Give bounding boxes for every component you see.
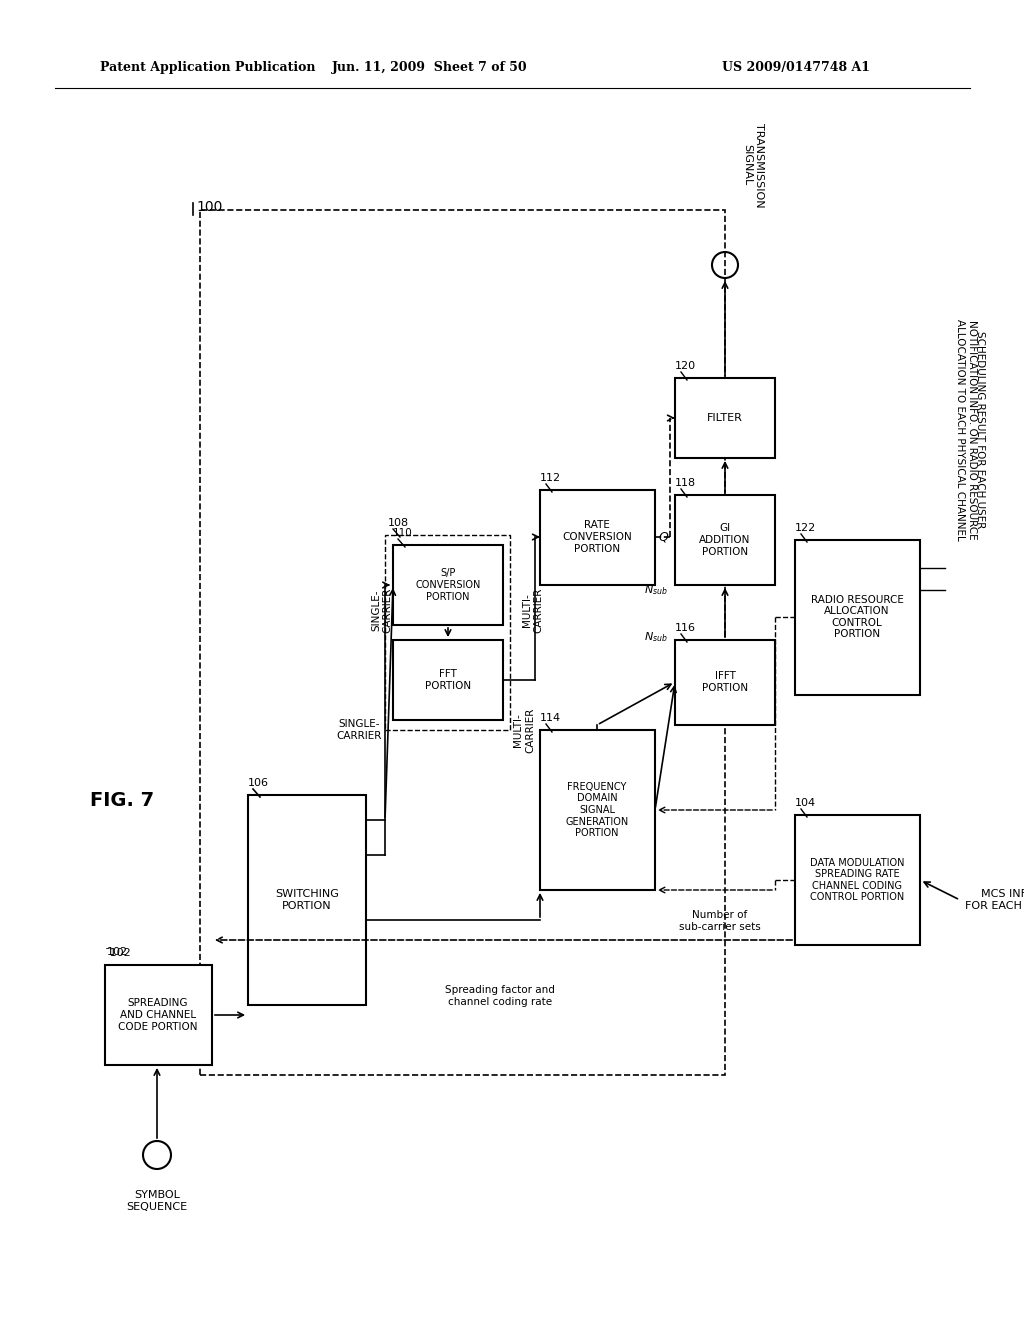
Text: 108: 108: [388, 517, 410, 528]
Bar: [105, 965, 212, 1065]
Text: Q: Q: [658, 531, 668, 544]
Text: Patent Application Publication: Patent Application Publication: [100, 62, 315, 74]
Text: MCS INFO.
FOR EACH USER: MCS INFO. FOR EACH USER: [965, 890, 1024, 911]
Text: SYMBOL
SEQUENCE: SYMBOL SEQUENCE: [126, 1191, 187, 1212]
Text: SWITCHING
PORTION: SWITCHING PORTION: [275, 890, 339, 911]
Text: 112: 112: [540, 473, 561, 483]
Text: 100: 100: [196, 201, 222, 214]
Text: RADIO RESOURCE
ALLOCATION
CONTROL
PORTION: RADIO RESOURCE ALLOCATION CONTROL PORTIO…: [811, 594, 903, 639]
Text: SINGLE-
CARRIER: SINGLE- CARRIER: [337, 719, 382, 741]
Text: DATA MODULATION
SPREADING RATE
CHANNEL CODING
CONTROL PORTION: DATA MODULATION SPREADING RATE CHANNEL C…: [810, 858, 904, 903]
Bar: [795, 540, 920, 696]
Bar: [393, 545, 503, 624]
Text: Jun. 11, 2009  Sheet 7 of 50: Jun. 11, 2009 Sheet 7 of 50: [332, 62, 527, 74]
Text: TRANSMISSION
SIGNAL: TRANSMISSION SIGNAL: [742, 123, 764, 207]
Text: $N_{sub}$: $N_{sub}$: [644, 630, 668, 644]
Bar: [540, 730, 655, 890]
Text: 120: 120: [675, 360, 696, 371]
Text: 110: 110: [393, 528, 413, 539]
Text: SPREADING
AND CHANNEL
CODE PORTION: SPREADING AND CHANNEL CODE PORTION: [118, 998, 198, 1032]
Text: 102: 102: [106, 946, 128, 957]
Text: MULTI-
CARRIER: MULTI- CARRIER: [513, 708, 535, 752]
Bar: [675, 378, 775, 458]
Text: FILTER: FILTER: [707, 413, 743, 422]
Text: US 2009/0147748 A1: US 2009/0147748 A1: [722, 62, 870, 74]
Text: 114: 114: [540, 713, 561, 723]
Text: FFT
PORTION: FFT PORTION: [425, 669, 471, 690]
Bar: [795, 814, 920, 945]
Text: IFFT
PORTION: IFFT PORTION: [701, 671, 749, 693]
Text: 106: 106: [248, 777, 269, 788]
Text: 104: 104: [795, 799, 816, 808]
Bar: [675, 640, 775, 725]
Bar: [385, 535, 510, 730]
Text: GI
ADDITION
PORTION: GI ADDITION PORTION: [699, 524, 751, 557]
Text: NOTIFICATION INFO. ON RADIO RESOURCE
ALLOCATION TO EACH PHYSICAL CHANNEL: NOTIFICATION INFO. ON RADIO RESOURCE ALL…: [955, 319, 977, 541]
Text: MULTI-
CARRIER: MULTI- CARRIER: [522, 587, 544, 632]
Text: SINGLE-
CARRIER: SINGLE- CARRIER: [371, 587, 393, 632]
Bar: [540, 490, 655, 585]
Text: SCHEDULING RESULT FOR EACH USER: SCHEDULING RESULT FOR EACH USER: [975, 331, 985, 529]
Text: 118: 118: [675, 478, 696, 488]
Bar: [675, 495, 775, 585]
Text: RATE
CONVERSION
PORTION: RATE CONVERSION PORTION: [562, 520, 632, 553]
Text: FREQUENCY
DOMAIN
SIGNAL
GENERATION
PORTION: FREQUENCY DOMAIN SIGNAL GENERATION PORTI…: [565, 781, 629, 838]
Text: 122: 122: [795, 523, 816, 533]
Text: Number of
sub-carrier sets: Number of sub-carrier sets: [679, 909, 761, 932]
Text: 116: 116: [675, 623, 696, 634]
Text: S/P
CONVERSION
PORTION: S/P CONVERSION PORTION: [416, 569, 480, 602]
Text: FIG. 7: FIG. 7: [90, 791, 155, 809]
Text: $N_{sub}$: $N_{sub}$: [644, 583, 668, 597]
Text: Spreading factor and
channel coding rate: Spreading factor and channel coding rate: [445, 985, 555, 1007]
Bar: [200, 210, 725, 1074]
Text: ¯102: ¯102: [105, 948, 132, 958]
Bar: [248, 795, 366, 1005]
Bar: [393, 640, 503, 719]
